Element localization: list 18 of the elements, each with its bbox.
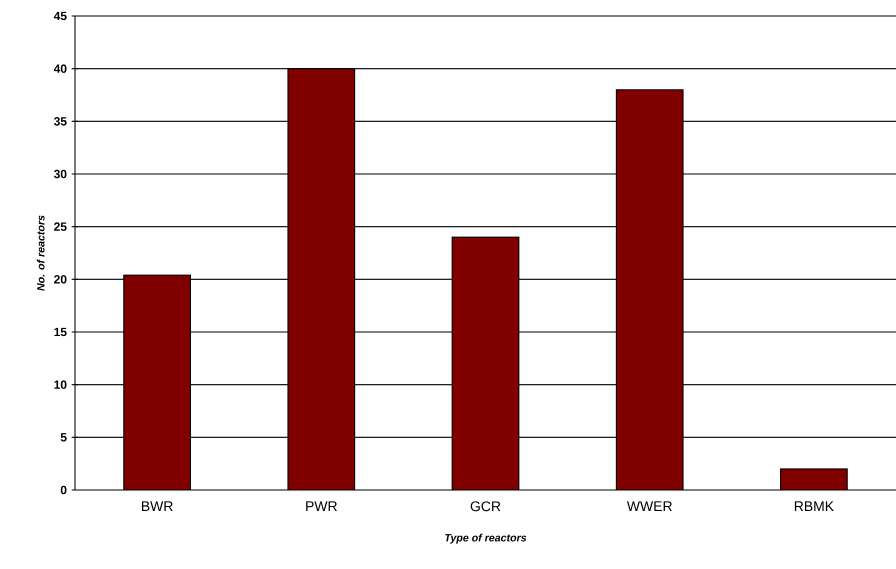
y-axis-title: No. of reactors [36,215,45,291]
y-tick-label: 5 [60,433,67,442]
y-tick-label: 0 [60,486,66,494]
y-tick-label: 25 [54,222,67,231]
y-tick-label: 10 [54,380,66,389]
x-axis-title: Type of reactors [445,534,526,544]
y-tick-label: 35 [54,117,67,126]
x-tick-label: PWR [306,501,337,511]
x-tick-label: GCR [470,501,500,512]
y-tick-label: 20 [54,275,66,284]
x-tick-label: BWR [142,501,173,511]
x-tick-label: WWER [626,501,672,511]
x-tick-label: RBMK [794,501,834,511]
y-tick-label: 45 [54,12,67,20]
y-tick-label: 15 [54,328,67,336]
bar [780,468,848,490]
y-tick-label: 40 [54,64,66,73]
y-tick-label: 30 [54,170,66,178]
